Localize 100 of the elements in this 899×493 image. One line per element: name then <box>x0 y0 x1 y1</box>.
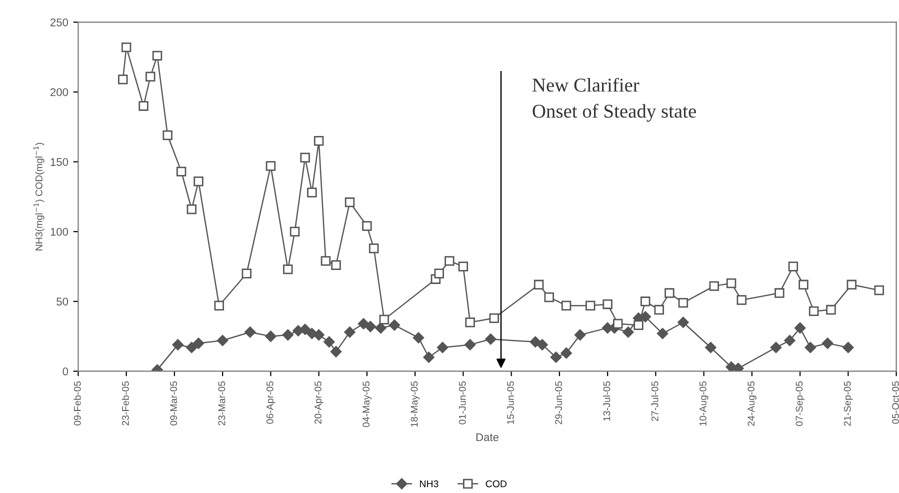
point <box>331 260 341 270</box>
point <box>622 326 634 338</box>
point <box>804 342 816 354</box>
x-tick-label: 04-May-05 <box>362 381 372 428</box>
point <box>774 288 784 298</box>
point <box>602 299 612 310</box>
point <box>613 318 623 329</box>
point <box>344 197 355 208</box>
point <box>152 50 162 61</box>
legend-label: COD <box>486 480 507 488</box>
point <box>489 313 499 324</box>
x-tick-label: 18-May-05 <box>410 381 420 427</box>
point <box>530 336 541 348</box>
point <box>162 130 172 140</box>
y-axis-title: NH3(mgl$^{−1}$) COD(mgl$^{−1}$) <box>34 142 44 250</box>
point <box>465 318 475 328</box>
point <box>362 221 372 231</box>
point <box>794 322 806 334</box>
point <box>732 362 744 372</box>
point <box>436 342 448 354</box>
point <box>874 285 884 296</box>
point <box>186 204 197 214</box>
x-tick-label: 13-Jul-05 <box>603 381 610 421</box>
point <box>242 268 252 278</box>
x-tick-label: 10-Aug-05 <box>700 381 708 426</box>
point <box>265 330 276 342</box>
point <box>788 262 798 272</box>
y-tick-label: 150 <box>50 158 68 166</box>
y-tick-label: 250 <box>50 18 68 26</box>
point <box>654 304 664 315</box>
x-tick-label: 09-Mar-05 <box>170 381 178 426</box>
x-tick-label: 07-Sep-05 <box>796 381 805 426</box>
point <box>314 136 324 146</box>
point <box>216 334 228 346</box>
point <box>344 326 356 338</box>
point <box>678 316 689 328</box>
y-tick-label: 50 <box>56 298 68 306</box>
point <box>320 256 331 266</box>
point <box>464 339 476 350</box>
x-tick-label: 23-Feb-05 <box>122 381 129 426</box>
point <box>550 352 562 363</box>
ref-line-label: New Clarifier Onset of Steady state <box>532 78 696 122</box>
x-tick-label: 20-Apr-05 <box>314 381 324 424</box>
point <box>388 320 400 331</box>
point <box>826 304 836 315</box>
point <box>770 342 782 354</box>
point <box>214 300 224 310</box>
point <box>364 320 376 332</box>
point <box>664 288 674 298</box>
x-tick-label: 24-Aug-05 <box>748 381 756 426</box>
point <box>574 329 586 341</box>
point <box>444 256 454 266</box>
x-tick-label: 05-Oct-05 <box>892 381 899 424</box>
point <box>846 280 856 290</box>
legend-label: NH3 <box>420 480 438 488</box>
point <box>375 322 386 334</box>
point <box>458 262 468 272</box>
point <box>194 176 204 186</box>
point <box>283 264 293 274</box>
point <box>434 268 444 278</box>
x-tick-label: 01-Jun-05 <box>458 381 466 424</box>
x-tick-label: 27-Jul-05 <box>651 381 658 421</box>
point <box>640 296 650 306</box>
point <box>536 339 548 350</box>
point <box>808 306 819 316</box>
point <box>534 280 544 290</box>
x-tick-label: 15-Jun-05 <box>507 381 514 424</box>
point <box>324 336 335 348</box>
point <box>146 72 156 82</box>
point <box>560 347 572 359</box>
y-tick-label: 200 <box>50 88 68 96</box>
point <box>423 352 434 363</box>
x-tick-label: 09-Feb-05 <box>74 381 81 426</box>
point <box>172 339 184 350</box>
x-axis-title: Date <box>476 433 498 442</box>
point <box>307 188 317 198</box>
point <box>368 244 379 254</box>
point <box>282 329 294 341</box>
x-tick-label: 29-Jun-05 <box>555 381 562 424</box>
point <box>300 152 310 162</box>
x-tick-label: 21-Sep-05 <box>844 381 853 426</box>
point <box>330 346 342 358</box>
point <box>842 342 854 354</box>
y-tick-label: 0 <box>62 367 68 376</box>
point <box>544 292 554 302</box>
point <box>313 329 324 341</box>
point <box>634 320 644 330</box>
point <box>709 281 719 291</box>
point <box>412 332 424 344</box>
point <box>726 278 736 288</box>
point <box>822 338 834 349</box>
point <box>485 334 496 345</box>
point <box>656 328 668 340</box>
point <box>798 280 808 290</box>
point <box>244 326 256 338</box>
point <box>586 300 596 310</box>
point <box>678 298 688 308</box>
point <box>186 342 198 354</box>
point <box>784 334 796 346</box>
point <box>561 300 572 310</box>
